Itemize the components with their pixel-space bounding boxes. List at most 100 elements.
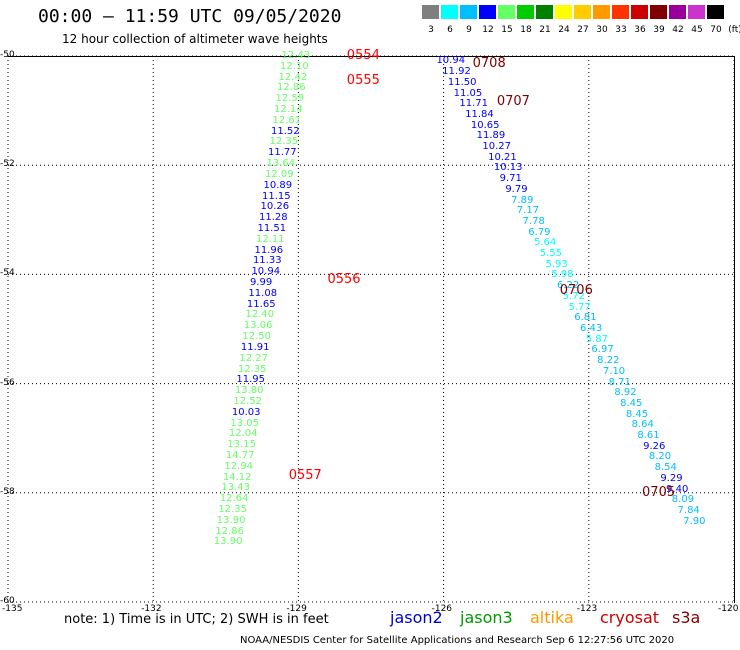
latitude-label: -52 xyxy=(0,159,15,170)
wave-height-value: 13.05 xyxy=(230,417,259,429)
wave-height-value: 8.54 xyxy=(654,462,677,474)
legend-label: 33 xyxy=(615,25,627,35)
legend-label: 36 xyxy=(634,25,646,35)
wave-height-value: 11.50 xyxy=(447,76,477,88)
legend-swatch xyxy=(688,5,705,19)
wave-height-value: 12.86 xyxy=(215,525,244,537)
wave-height-value: 5.64 xyxy=(534,237,557,249)
satellite-name: jason3 xyxy=(460,608,513,627)
legend-swatch xyxy=(422,5,439,19)
wave-height-value: 11.96 xyxy=(254,244,284,256)
wave-height-value: 10.26 xyxy=(260,201,290,213)
wave-height-value: 10.94 xyxy=(251,266,281,278)
footer-note: note: 1) Time is in UTC; 2) SWH is in fe… xyxy=(64,612,329,627)
wave-height-value: 5.87 xyxy=(585,333,608,345)
wave-height-value: 13.80 xyxy=(234,385,264,397)
longitude-label: -120 xyxy=(718,604,739,614)
legend-label: 27 xyxy=(577,25,589,35)
satellite-name: cryosat xyxy=(600,608,660,627)
wave-height-value: 7.90 xyxy=(683,515,706,527)
wave-height-value: 10.03 xyxy=(231,406,261,418)
legend-swatch xyxy=(479,5,496,19)
wave-height-value: 12.86 xyxy=(277,82,306,94)
wave-height-value: 12.27 xyxy=(239,352,269,364)
wave-height-value: 10.13 xyxy=(493,162,523,174)
wave-height-value: 8.64 xyxy=(631,419,654,431)
wave-height-value: 13.43 xyxy=(221,482,250,494)
credit-line: NOAA/NESDIS Center for Satellite Applica… xyxy=(240,635,675,646)
wave-height-value: 12.42 xyxy=(278,71,308,83)
wave-height-value: 11.95 xyxy=(236,374,266,386)
legend-label: 45 xyxy=(691,25,703,35)
wave-height-value: 10.89 xyxy=(263,179,293,191)
longitude-label: -129 xyxy=(286,604,307,614)
pass-time-label: 0707 xyxy=(496,94,530,110)
legend-swatch xyxy=(460,5,477,19)
wave-height-value: 10.27 xyxy=(482,141,511,153)
wave-height-value: 9.79 xyxy=(505,183,528,195)
wave-height-value: 10.94 xyxy=(436,55,466,67)
wave-height-value: 13.64 xyxy=(266,158,296,170)
wave-height-value: 5.93 xyxy=(545,258,568,270)
wave-height-value: 6.79 xyxy=(528,226,551,238)
wave-height-value: 11.84 xyxy=(465,108,494,120)
wave-height-value: 11.65 xyxy=(246,298,276,310)
wave-height-value: 11.89 xyxy=(476,130,506,142)
longitude-label: -132 xyxy=(141,604,162,614)
wave-height-value: 6.43 xyxy=(579,323,603,334)
legend-swatch xyxy=(517,5,534,19)
wave-height-value: 12.52 xyxy=(233,395,263,407)
latitude-label: -56 xyxy=(0,377,15,388)
wave-height-value: 11.51 xyxy=(257,222,287,234)
wave-height-value: 12.43 xyxy=(281,50,311,61)
longitude-label: -123 xyxy=(576,604,598,614)
wave-height-value: 8.09 xyxy=(671,494,695,506)
legend-label: 12 xyxy=(482,25,494,35)
pass-time-label: 0705 xyxy=(642,484,676,500)
wave-height-value: 12.35 xyxy=(269,136,299,148)
wave-height-value: 14.77 xyxy=(225,449,255,461)
legend-label: 30 xyxy=(596,25,608,35)
satellite-name: s3a xyxy=(672,608,701,627)
wave-height-value: 12.11 xyxy=(255,233,285,245)
wave-height-value: 10.21 xyxy=(488,151,517,163)
pass-time-label: 0706 xyxy=(559,282,593,298)
wave-height-value: 12.94 xyxy=(224,460,253,472)
legend-label: 15 xyxy=(501,25,513,35)
legend-label: 3 xyxy=(428,25,434,35)
legend-swatch xyxy=(650,5,667,19)
wave-height-value: 11.05 xyxy=(453,87,483,99)
wave-height-value: 12.14 xyxy=(274,104,303,116)
pass-time-label: 0557 xyxy=(288,468,322,484)
legend-label: 9 xyxy=(466,25,472,35)
legend-swatch xyxy=(669,5,686,19)
latitude-label: -54 xyxy=(0,268,15,279)
wave-height-value: 11.08 xyxy=(248,287,278,299)
legend-unit: (ft) xyxy=(728,25,740,35)
pass-time-label: 0556 xyxy=(327,271,361,287)
wave-height-value: 8.45 xyxy=(625,408,649,420)
wave-height-value: 8.45 xyxy=(620,397,643,409)
legend-label: 39 xyxy=(653,25,665,35)
legend-swatch xyxy=(498,5,515,19)
latitude-label: -60 xyxy=(0,596,15,606)
wave-height-value: 10.65 xyxy=(470,119,500,131)
wave-height-value: 13.06 xyxy=(243,320,273,332)
page-subtitle: 12 hour collection of altimeter wave hei… xyxy=(62,32,328,46)
wave-height-value: 8.22 xyxy=(597,355,620,367)
wave-height-value: 11.92 xyxy=(442,66,471,78)
wave-height-value: 12.40 xyxy=(245,309,275,321)
wave-height-value: 13.90 xyxy=(216,514,246,526)
wave-height-value: 12.59 xyxy=(275,93,305,105)
wave-height-value: 6.22 xyxy=(556,280,580,292)
wave-height-value: 9.29 xyxy=(660,472,683,484)
wave-height-value: 8.71 xyxy=(608,376,631,388)
pass-time-label: 0554 xyxy=(346,48,380,63)
wave-height-value: 8.61 xyxy=(637,430,660,442)
wave-height-value: 5.98 xyxy=(551,269,574,281)
satellite-name: altika xyxy=(530,608,574,627)
legend-label: 6 xyxy=(447,25,453,35)
wave-height-value: 11.15 xyxy=(261,190,291,202)
wave-height-value: 11.33 xyxy=(252,255,282,267)
legend-swatch xyxy=(707,5,724,19)
